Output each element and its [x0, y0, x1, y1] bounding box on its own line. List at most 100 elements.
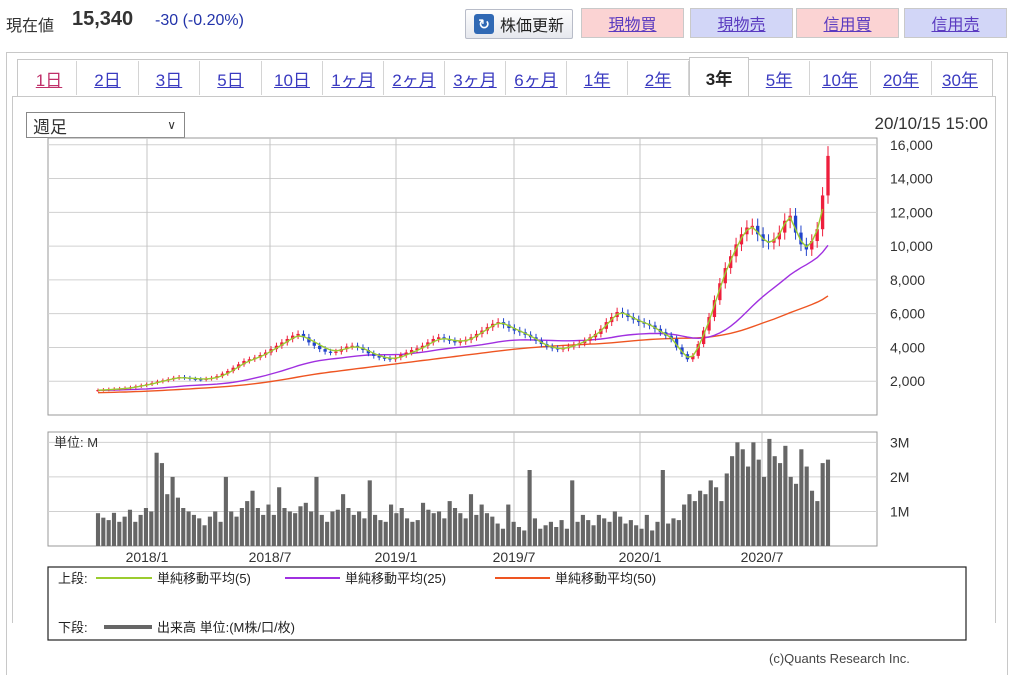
tab-5d[interactable]: 5日	[200, 61, 262, 95]
volume-bar	[218, 521, 223, 546]
volume-bar	[357, 511, 362, 546]
tab-20y[interactable]: 20年	[871, 61, 932, 95]
cash-sell-button[interactable]: 現物売	[690, 8, 793, 38]
tab-6m[interactable]: 6ヶ月	[506, 61, 567, 95]
candle	[712, 295, 717, 322]
volume-bar	[127, 509, 133, 546]
volume-bar	[351, 514, 356, 546]
volume-bar	[234, 516, 239, 546]
volume-bar	[165, 494, 170, 546]
volume-bar	[538, 528, 543, 546]
current-price: 15,340	[72, 8, 134, 30]
volume-bar	[698, 490, 703, 546]
volume-bar	[431, 513, 436, 546]
volume-yticks: 3M 2M 1M	[890, 434, 909, 519]
candle	[350, 342, 354, 350]
volume-bars	[95, 438, 831, 546]
tab-3y[interactable]: 3年	[689, 57, 749, 97]
volume-bar	[527, 470, 532, 546]
tab-10y[interactable]: 10年	[810, 61, 871, 95]
tab-3m[interactable]: 3ヶ月	[445, 61, 506, 95]
tab-5y[interactable]: 5年	[749, 61, 810, 95]
volume-bar	[436, 511, 442, 546]
margin-buy-button[interactable]: 信用買	[796, 8, 899, 38]
volume-bar	[271, 514, 276, 546]
candle	[810, 234, 814, 256]
volume-bar	[319, 514, 324, 546]
tab-10d[interactable]: 10日	[262, 61, 323, 95]
xtick: 2020/1	[619, 549, 662, 565]
volume-bar	[730, 456, 735, 546]
volume-bar	[186, 511, 191, 546]
volume-bar	[447, 501, 452, 546]
volume-bar	[223, 476, 228, 546]
candle	[247, 356, 252, 364]
tab-2y[interactable]: 2年	[628, 61, 689, 95]
candle	[696, 340, 700, 359]
price-ytick: 4,000	[890, 339, 925, 355]
volume-bar	[761, 476, 767, 546]
candle	[280, 339, 284, 349]
volume-bar	[266, 504, 271, 546]
price-ytick: 10,000	[890, 238, 933, 254]
volume-bar	[708, 480, 713, 546]
volume-bar	[591, 525, 596, 546]
candle	[815, 222, 819, 248]
volume-bar	[543, 525, 548, 546]
volume-bar	[474, 514, 479, 546]
ma25-line	[98, 244, 829, 391]
tab-2m[interactable]: 2ヶ月	[384, 61, 445, 95]
candle	[437, 333, 441, 343]
tab-1m[interactable]: 1ヶ月	[323, 61, 384, 95]
volume-bar	[634, 525, 639, 546]
volume-bar	[463, 518, 468, 546]
candle	[431, 335, 435, 346]
volume-bar	[452, 508, 458, 546]
volume-bar	[309, 511, 314, 546]
volume-bar	[399, 508, 404, 546]
volume-bar	[287, 511, 292, 546]
margin-sell-button[interactable]: 信用売	[904, 8, 1007, 38]
volume-bar	[383, 521, 388, 546]
price-ytick: 14,000	[890, 171, 933, 187]
price-ytick: 2,000	[890, 373, 925, 389]
price-change-value: -30	[155, 12, 179, 29]
volume-bar	[772, 456, 777, 546]
candle	[366, 347, 371, 357]
cash-buy-button[interactable]: 現物買	[581, 8, 684, 38]
xticks: 2018/1 2018/7 2019/1 2019/7 2020/1 2020/7	[126, 549, 784, 565]
volume-bar	[181, 508, 186, 546]
tab-30y[interactable]: 30年	[942, 70, 978, 90]
volume-bar	[175, 497, 180, 546]
tab-1y[interactable]: 1年	[567, 61, 628, 95]
volume-bar	[410, 521, 415, 546]
tab-2d[interactable]: 2日	[77, 61, 139, 95]
volume-bar	[484, 513, 490, 546]
candle	[242, 358, 246, 367]
volume-bar	[373, 514, 378, 546]
volume-bar	[500, 528, 506, 546]
price-change-pct: (-0.20%)	[182, 12, 244, 29]
tab-3d[interactable]: 3日	[139, 61, 200, 95]
volume-bar	[682, 504, 687, 546]
update-price-button[interactable]: ↻ 株価更新	[465, 9, 573, 39]
candle	[236, 361, 241, 371]
volume-bar	[506, 504, 511, 546]
candle	[783, 213, 787, 240]
legend-volume-label: 出来高 単位:(M株/口/枚)	[157, 620, 295, 635]
ma5-line	[97, 208, 824, 391]
volume-bar	[655, 521, 660, 546]
volume-bar	[596, 514, 601, 546]
candle	[777, 225, 781, 247]
refresh-icon: ↻	[473, 14, 494, 34]
volume-bar	[559, 520, 564, 546]
volume-bar	[277, 487, 282, 546]
volume-bar	[671, 518, 676, 546]
candle	[334, 348, 338, 356]
price-change: -30 (-0.20%)	[155, 12, 244, 30]
volume-bar	[479, 504, 484, 546]
volume-bar	[378, 520, 383, 546]
tab-1d[interactable]: 1日	[22, 61, 77, 95]
candle	[377, 353, 381, 361]
volume-bar	[111, 512, 117, 546]
